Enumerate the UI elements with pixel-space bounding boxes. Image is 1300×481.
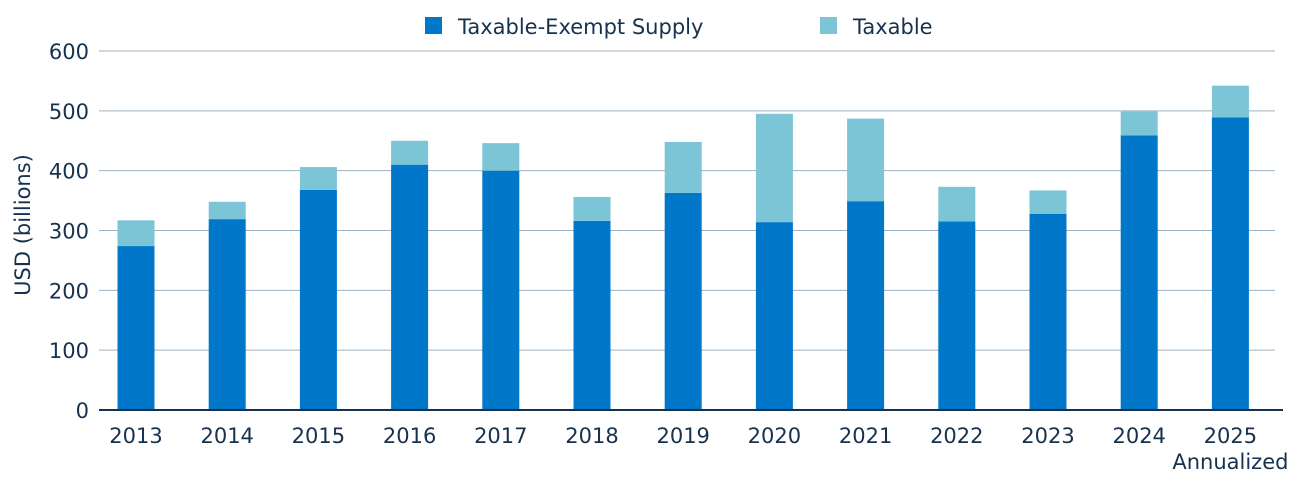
bar-2016-taxable bbox=[391, 140, 429, 165]
bar-2018-taxable-exempt-supply bbox=[573, 220, 611, 410]
bar-2022-taxable bbox=[938, 186, 976, 222]
x-tick-label-2016: 2016 bbox=[383, 424, 436, 448]
x-tick-label-2017: 2017 bbox=[474, 424, 527, 448]
x-tick-label-2021: 2021 bbox=[839, 424, 892, 448]
bar-2021-taxable-exempt-supply bbox=[847, 201, 885, 410]
legend-label-taxable-exempt-supply: Taxable-Exempt Supply bbox=[457, 15, 703, 39]
bar-2017-taxable-exempt-supply bbox=[482, 170, 520, 410]
legend-label-taxable: Taxable bbox=[852, 15, 933, 39]
bar-2014-taxable bbox=[208, 201, 246, 220]
x-tick-label-2019: 2019 bbox=[656, 424, 709, 448]
x-tick-label-2018: 2018 bbox=[565, 424, 618, 448]
legend-swatch-taxable bbox=[820, 17, 837, 34]
bar-2024-taxable-exempt-supply bbox=[1120, 135, 1158, 411]
x-tick-sublabel-2025: Annualized bbox=[1172, 450, 1288, 474]
bar-2020-taxable-exempt-supply bbox=[755, 222, 793, 410]
x-tick-label-2015: 2015 bbox=[292, 424, 345, 448]
bar-2014-taxable-exempt-supply bbox=[208, 219, 246, 410]
bar-2015-taxable bbox=[299, 167, 337, 190]
y-tick-label-200: 200 bbox=[49, 279, 89, 303]
x-axis-tick-labels: 2013 2014 2015 2016 2017 2018 2019 2020 2021 2022… bbox=[109, 424, 1288, 474]
bar-2019-taxable bbox=[664, 141, 702, 193]
bar-2025-taxable bbox=[1211, 85, 1249, 118]
bar-2019-taxable-exempt-supply bbox=[664, 192, 702, 410]
y-tick-label-0: 0 bbox=[76, 399, 89, 423]
y-tick-label-300: 300 bbox=[49, 220, 89, 244]
bar-2024-taxable bbox=[1120, 111, 1158, 136]
legend: Taxable-Exempt Supply Taxable bbox=[425, 15, 933, 39]
bars bbox=[117, 85, 1249, 411]
y-axis-title: USD (billions) bbox=[11, 154, 35, 296]
bar-2022-taxable-exempt-supply bbox=[938, 221, 976, 410]
x-tick-label-2022: 2022 bbox=[930, 424, 983, 448]
legend-swatch-taxable-exempt-supply bbox=[425, 17, 442, 34]
bar-2013-taxable-exempt-supply bbox=[117, 246, 155, 410]
y-tick-label-600: 600 bbox=[49, 40, 89, 64]
bar-2020-taxable bbox=[755, 113, 793, 223]
y-axis-tick-labels: 0 100 200 300 400 500 600 bbox=[49, 40, 89, 423]
y-tick-label-400: 400 bbox=[49, 160, 89, 184]
bar-2021-taxable bbox=[847, 118, 885, 202]
bar-2016-taxable-exempt-supply bbox=[391, 164, 429, 410]
bar-2015-taxable-exempt-supply bbox=[299, 189, 337, 410]
bar-2025-taxable-exempt-supply bbox=[1211, 117, 1249, 410]
y-tick-label-500: 500 bbox=[49, 100, 89, 124]
bar-2023-taxable-exempt-supply bbox=[1029, 213, 1067, 410]
x-tick-label-2024: 2024 bbox=[1112, 424, 1165, 448]
bar-2023-taxable bbox=[1029, 190, 1067, 214]
bar-2017-taxable bbox=[482, 143, 520, 171]
x-tick-label-2020: 2020 bbox=[748, 424, 801, 448]
bar-2013-taxable bbox=[117, 220, 155, 247]
x-tick-label-2014: 2014 bbox=[200, 424, 253, 448]
bar-2018-taxable bbox=[573, 196, 611, 221]
x-tick-label-2023: 2023 bbox=[1021, 424, 1074, 448]
y-tick-label-100: 100 bbox=[49, 339, 89, 363]
x-tick-label-2025: 2025 bbox=[1204, 424, 1257, 448]
x-tick-label-2013: 2013 bbox=[109, 424, 162, 448]
